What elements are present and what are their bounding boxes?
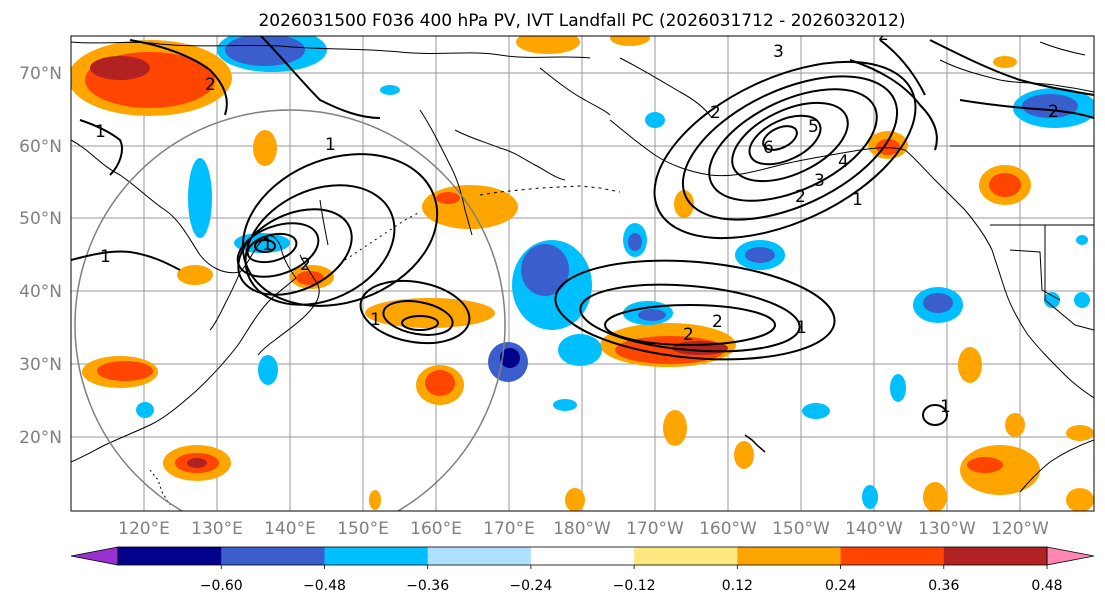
lat-label: 60°N [19,137,62,157]
colorbar-tick-label: −0.24 [509,578,552,594]
colorbar-segment [221,547,325,565]
lon-label: 170°W [626,519,684,539]
contour-label: 2 [683,325,694,345]
colorbar-segment [943,547,1048,565]
colorbar-tick-label: 0.36 [928,578,959,594]
landfall-region-circle [74,109,506,511]
colorbar-extend-high [1046,546,1095,566]
colorbar-segment [118,547,222,565]
colorbar-tick-label: −0.60 [200,578,243,594]
colorbar-tick-label: 0.12 [722,578,753,594]
colorbar-segment [840,547,945,565]
lon-label: 180°W [553,519,611,539]
colorbar-frame [117,546,1048,566]
contour-label: 1 [852,190,863,210]
lon-label: 160°E [410,519,462,539]
latitude-labels: 70°N 60°N 50°N 40°N 30°N 20°N [19,64,62,448]
lon-label: 120°E [118,519,170,539]
lon-label: 160°W [699,519,757,539]
contour-label: 1 [100,247,111,267]
contour-label: 1 [370,310,381,330]
lat-label: 50°N [19,209,62,229]
lat-label: 30°N [19,355,62,375]
contour-label: 3 [773,42,784,62]
lon-label: 140°E [264,519,316,539]
colorbar-tick-label: 0.24 [825,578,856,594]
contour-label: 3 [814,171,825,191]
colorbar-segment [324,547,429,565]
contour-label: 1 [940,397,951,417]
contour-label: 2 [1048,102,1059,122]
lon-label: 120°W [991,519,1049,539]
colorbar-tick-label: −0.36 [406,578,449,594]
colorbar-segment [427,547,532,565]
contour-label: 2 [712,312,723,332]
map-area: 1 2 3 4 5 6 1 2 1 2 1 2 3 1 2 1 1 2 1 2 … [71,25,1094,511]
map-title: 2026031500 F036 400 hPa PV, IVT Landfall… [258,11,905,31]
contour-labels: 1 2 3 4 5 6 1 2 1 2 1 2 3 1 2 1 1 2 1 2 … [95,25,1059,417]
ivt-contours [71,36,1094,426]
lat-label: 40°N [19,282,62,302]
lon-label: 150°W [772,519,830,539]
contour-label: 4 [838,152,849,172]
contour-label: 2 [878,25,889,45]
contour-label: 2 [300,255,311,275]
contour-label: 6 [763,138,774,158]
contour-label: 5 [808,117,819,137]
colorbar-segment [634,547,738,565]
lon-label: 140°W [845,519,903,539]
contour-label: 2 [710,103,721,123]
colorbar: −0.60 −0.48 −0.36 −0.24 −0.12 0.12 0.24 0.36 0.4… [70,546,1095,594]
contour-label: 1 [262,235,273,255]
lat-label: 20°N [19,428,62,448]
lon-label: 130°W [918,519,976,539]
lon-label: 150°E [337,519,389,539]
colorbar-extend-low [70,546,119,566]
colorbar-segment [737,547,842,565]
contour-label: 2 [205,75,216,95]
colorbar-segment [530,547,635,565]
map-frame [70,35,1095,512]
longitude-labels: 120°E 130°E 140°E 150°E 160°E 170°E 180°… [118,519,1049,539]
contour-label: 1 [325,135,336,155]
contour-label: 1 [796,318,807,338]
contour-label: 1 [95,122,106,142]
colorbar-tick-label: −0.48 [303,578,346,594]
colorbar-tick-label: 0.48 [1031,578,1062,594]
colorbar-tick-label: −0.12 [613,578,656,594]
lat-label: 70°N [19,64,62,84]
lon-label: 130°E [191,519,243,539]
contour-label: 2 [795,187,806,207]
lon-label: 170°E [483,519,535,539]
